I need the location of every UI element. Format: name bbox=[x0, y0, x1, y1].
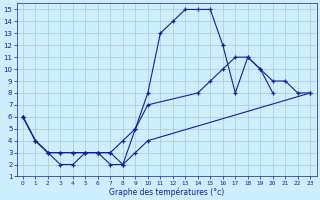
X-axis label: Graphe des températures (°c): Graphe des températures (°c) bbox=[109, 187, 224, 197]
